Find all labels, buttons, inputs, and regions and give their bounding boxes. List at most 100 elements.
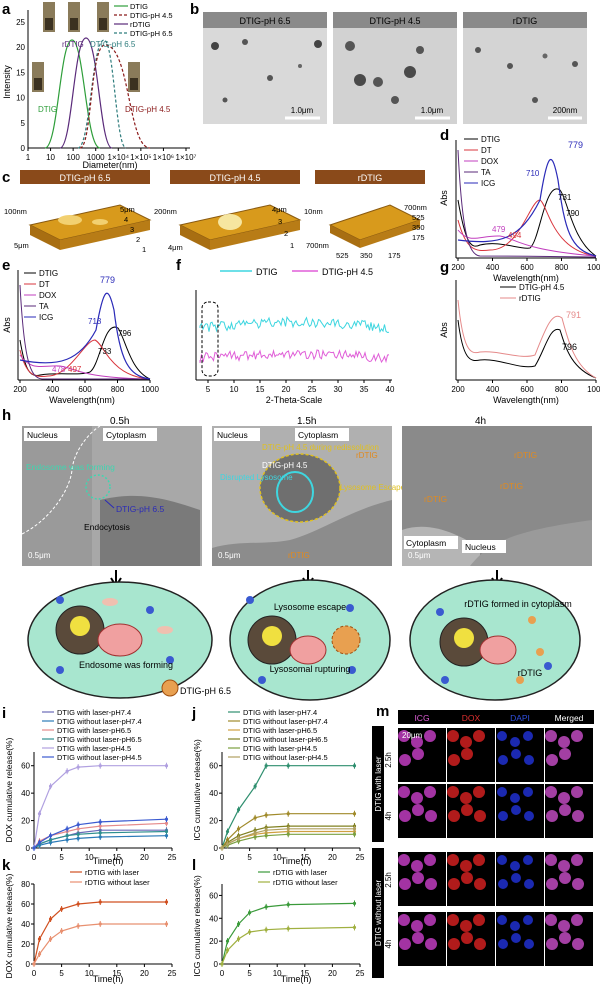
tem-image-3: rDTIG 200nm bbox=[463, 12, 587, 124]
axis-tick: 3 bbox=[278, 217, 282, 226]
axis-tick: 0 bbox=[214, 960, 219, 969]
panel-c-label: c bbox=[2, 169, 10, 186]
axis-tick: 0 bbox=[26, 960, 31, 969]
scale-bar-label: 0.5μm bbox=[28, 551, 51, 560]
axis-tick: 1 bbox=[142, 245, 146, 254]
panel-b-label: b bbox=[190, 1, 199, 18]
panel-k-label: k bbox=[2, 857, 11, 874]
axis-tick: 800 bbox=[555, 263, 569, 272]
legend-item: DTIG-pH 4.5 bbox=[130, 11, 173, 20]
axis-tick: 525 bbox=[412, 213, 425, 222]
em-label: Cytoplasm bbox=[298, 430, 338, 440]
panel-m-label: m bbox=[376, 703, 389, 720]
axis-tick: 40 bbox=[209, 789, 218, 798]
axis-tick: 400 bbox=[46, 385, 60, 394]
axis-tick: 10 bbox=[273, 853, 282, 862]
axis-label: 10nm bbox=[304, 207, 323, 216]
legend-item: DOX bbox=[481, 157, 499, 166]
axis-tick: 60 bbox=[21, 900, 30, 909]
legend-item: DTIG bbox=[130, 2, 148, 11]
axis-tick: 25 bbox=[308, 385, 317, 394]
axis-tick: 2 bbox=[136, 235, 140, 244]
axis-tick: 15 bbox=[16, 68, 25, 77]
panel-d-label: d bbox=[440, 127, 449, 144]
axis-tick: 175 bbox=[388, 251, 401, 260]
peak-label: 479 bbox=[492, 225, 506, 234]
axis-tick: 10 bbox=[85, 853, 94, 862]
curve-dtig-ph45 bbox=[200, 350, 389, 363]
axis-tick: 30 bbox=[334, 385, 343, 394]
axis-tick: 40 bbox=[209, 914, 218, 923]
em-image-2: Nucleus Cytoplasm DTIG-pH 4.5 during red… bbox=[212, 426, 406, 566]
axis-tick: 15 bbox=[112, 969, 121, 978]
legend-item: DTIG bbox=[481, 135, 500, 144]
em-label: Endocytosis bbox=[84, 522, 130, 532]
curve-rdtig bbox=[60, 38, 112, 148]
column-header: ICG bbox=[414, 713, 429, 723]
legend-item: DTIG without laser-pH7.4 bbox=[243, 717, 328, 726]
legend-item: DTIG without laser-pH6.5 bbox=[57, 735, 142, 744]
peak-label: 779 bbox=[568, 140, 583, 150]
peak-label: 796 bbox=[118, 329, 132, 338]
axis-tick: 20 bbox=[140, 969, 149, 978]
axis-tick: 0 bbox=[32, 853, 37, 862]
time-label: 0.5h bbox=[110, 416, 129, 427]
legend-item: rDTIG without laser bbox=[85, 878, 150, 887]
legend-item: ICG bbox=[481, 179, 495, 188]
image-title: DTIG-pH 4.5 bbox=[369, 16, 420, 26]
map-title: rDTIG bbox=[358, 173, 383, 183]
axis-tick: 20 bbox=[16, 43, 25, 52]
row-label: 4h bbox=[384, 812, 393, 821]
panel-f-xlabel: 2-Theta-Scale bbox=[266, 395, 323, 405]
cell-label: DTIG-pH 6.5 bbox=[180, 686, 231, 696]
panel-f: f 2-Theta-Scale 5 10 15 20 25 30 35 40 DTIG DTI… bbox=[176, 257, 395, 405]
axis-tick: 200 bbox=[13, 385, 27, 394]
panel-c: c DTIG-pH 6.5 100nm 5μm 5μm 4 3 2 1 DTIG… bbox=[2, 169, 427, 260]
time-label: 1.5h bbox=[297, 416, 316, 427]
panel-d: d Abs Wavelength(nm) 2004006008001000 DT… bbox=[439, 127, 600, 283]
axis-tick: 20 bbox=[21, 940, 30, 949]
axis-tick: 0 bbox=[21, 144, 26, 153]
axis-tick: 60 bbox=[209, 891, 218, 900]
axis-tick: 1000 bbox=[587, 263, 600, 272]
microscopy-grid bbox=[398, 728, 593, 966]
axis-tick: 20 bbox=[328, 853, 337, 862]
axis-tick: 0 bbox=[220, 969, 225, 978]
em-label: Nucleus bbox=[465, 542, 496, 552]
axis-tick: 600 bbox=[520, 385, 534, 394]
em-label: Lysosome Escape bbox=[340, 483, 406, 492]
peak-label: 796 bbox=[562, 342, 577, 352]
peak-label: 713 bbox=[88, 317, 102, 326]
axis-tick: 25 bbox=[356, 969, 365, 978]
panel-h-label: h bbox=[2, 407, 11, 424]
peak-label: 733 bbox=[98, 347, 112, 356]
legend-item: DTIG without laser-pH7.4 bbox=[57, 717, 142, 726]
legend-item: rDTIG without laser bbox=[273, 878, 338, 887]
axis-tick: 5 bbox=[21, 119, 26, 128]
axis-label: 100nm bbox=[4, 207, 27, 216]
legend-item: DTIG with laser-pH4.5 bbox=[57, 744, 131, 753]
panel-j-label: j bbox=[191, 705, 196, 722]
axis-tick: 25 bbox=[168, 969, 177, 978]
time-label: 4h bbox=[475, 416, 486, 427]
em-label: Nucleus bbox=[217, 430, 248, 440]
axis-tick: 400 bbox=[486, 385, 500, 394]
legend-item: rDTIG with laser bbox=[273, 868, 328, 877]
panel-e-legend: DTIG DT DOX TA ICG bbox=[24, 269, 58, 322]
annotation: DTIG-pH 6.5 bbox=[90, 40, 136, 49]
panel-m: m ICG DOX DAPI Merged DTIG with laser DT… bbox=[372, 703, 594, 978]
panel-j-ylabel: ICG cumulative release(%) bbox=[192, 739, 202, 841]
axis-tick: 20 bbox=[328, 969, 337, 978]
peak-label: 779 bbox=[100, 275, 115, 285]
panel-g-legend: DTIG-pH 4.5 rDTIG bbox=[500, 283, 565, 303]
peak-label: 710 bbox=[526, 169, 540, 178]
legend-item: TA bbox=[481, 168, 491, 177]
cell-label: rDTIG formed in cytoplasm bbox=[464, 599, 572, 609]
legend-item: DTIG with laser-pH4.5 bbox=[243, 744, 317, 753]
axis-tick: 25 bbox=[356, 853, 365, 862]
axis-tick: 1×10⁵ bbox=[130, 153, 151, 162]
axis-label: 700nm bbox=[306, 241, 329, 250]
peak-label: 790 bbox=[566, 209, 580, 218]
axis-tick: 20 bbox=[282, 385, 291, 394]
highlight-box bbox=[202, 302, 218, 376]
